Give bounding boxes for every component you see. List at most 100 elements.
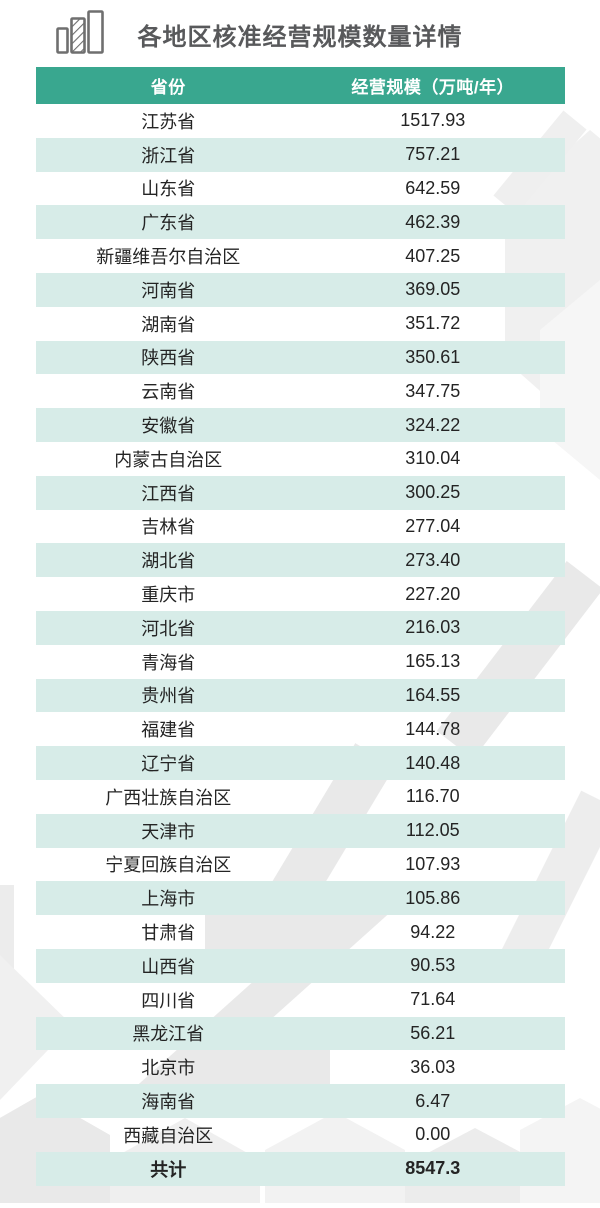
watermark-bar (0, 885, 14, 1080)
table-row: 新疆维吾尔自治区 407.25 (36, 239, 565, 273)
province-cell: 宁夏回族自治区 (105, 855, 232, 876)
value-cell: 6.47 (300, 1084, 565, 1118)
province-cell: 黑龙江省 (36, 1016, 301, 1051)
province-cell: 湖北省 (36, 543, 301, 578)
province-cell: 甘肃省 (141, 923, 196, 944)
province-cell: 福建省 (141, 720, 196, 741)
table-row: 北京市 36.03 (36, 1050, 565, 1084)
province-cell: 广东省 (36, 205, 301, 240)
table-row: 河北省 216.03 (36, 610, 565, 645)
value-cell: 407.25 (405, 245, 461, 266)
table-row: 江苏省 1517.93 (36, 104, 565, 138)
table-header-row: 省份 经营规模（万吨/年） (36, 67, 565, 104)
value-cell: 0.00 (415, 1124, 451, 1145)
value-cell: 112.05 (300, 813, 565, 848)
table-row: 西藏自治区 0.00 (36, 1118, 565, 1152)
province-cell: 河南省 (36, 272, 301, 307)
table-row: 河南省 369.05 (36, 272, 565, 307)
table-row: 广东省 462.39 (36, 205, 565, 240)
table-row: 湖南省 351.72 (36, 307, 565, 341)
value-cell: 351.72 (405, 313, 461, 334)
total-label-cell: 共计 (36, 1151, 301, 1186)
province-cell: 青海省 (141, 652, 196, 673)
table-row: 海南省 6.47 (36, 1084, 565, 1118)
value-cell: 227.20 (405, 583, 461, 604)
table-row: 福建省 144.78 (36, 712, 565, 746)
province-cell: 新疆维吾尔自治区 (96, 247, 241, 268)
value-cell: 71.64 (410, 989, 456, 1010)
province-cell: 吉林省 (141, 517, 196, 538)
table-row: 内蒙古自治区 310.04 (36, 442, 565, 476)
table-row: 四川省 71.64 (36, 983, 565, 1017)
value-cell: 347.75 (405, 380, 461, 401)
table-row: 安徽省 324.22 (36, 408, 565, 442)
column-header-province: 省份 (36, 67, 301, 104)
value-cell: 144.78 (405, 718, 461, 739)
table-row: 重庆市 227.20 (36, 577, 565, 611)
table-row: 山西省 90.53 (36, 948, 565, 983)
total-row: 共计 8547.3 (36, 1151, 565, 1186)
column-header-scale: 经营规模（万吨/年） (300, 67, 565, 104)
province-cell: 陕西省 (36, 340, 301, 375)
value-cell: 90.53 (300, 948, 565, 983)
province-cell: 云南省 (141, 382, 196, 403)
province-cell: 海南省 (36, 1084, 301, 1118)
province-cell: 西藏自治区 (123, 1125, 214, 1146)
value-cell: 216.03 (300, 610, 565, 645)
table-row: 青海省 165.13 (36, 645, 565, 679)
page-title: 各地区核准经营规模数量详情 (137, 24, 463, 51)
value-cell: 36.03 (410, 1056, 456, 1077)
table-row: 云南省 347.75 (36, 374, 565, 408)
value-cell: 462.39 (300, 205, 565, 240)
province-cell: 内蒙古自治区 (114, 449, 223, 470)
province-cell: 湖南省 (141, 314, 196, 335)
value-cell: 107.93 (405, 853, 461, 874)
value-cell: 116.70 (405, 786, 460, 807)
table-row: 江西省 300.25 (36, 475, 565, 510)
table-row: 吉林省 277.04 (36, 510, 565, 544)
value-cell: 310.04 (405, 448, 461, 469)
province-cell: 重庆市 (141, 585, 196, 606)
region-scale-table: 省份 经营规模（万吨/年） 江苏省 1517.93 浙江省 757.21 山东省 642.… (36, 67, 565, 1186)
value-cell: 140.48 (300, 746, 565, 780)
table-row: 浙江省 757.21 (36, 137, 565, 172)
title-bar: 各地区核准经营规模数量详情 (0, 0, 600, 66)
table-row: 宁夏回族自治区 107.93 (36, 848, 565, 882)
table-row: 陕西省 350.61 (36, 340, 565, 375)
value-cell: 165.13 (405, 651, 461, 672)
value-cell: 300.25 (300, 475, 565, 510)
province-cell: 江苏省 (141, 111, 196, 132)
province-cell: 河北省 (36, 610, 301, 645)
value-cell: 324.22 (300, 408, 565, 442)
total-value-cell: 8547.3 (300, 1151, 565, 1186)
value-cell: 642.59 (405, 177, 461, 198)
table-row: 湖北省 273.40 (36, 543, 565, 578)
province-cell: 山东省 (141, 179, 196, 200)
table-row: 甘肃省 94.22 (36, 915, 565, 949)
province-cell: 四川省 (141, 990, 196, 1011)
value-cell: 164.55 (300, 678, 565, 713)
value-cell: 94.22 (410, 921, 456, 942)
table-row: 上海市 105.86 (36, 881, 565, 916)
province-cell: 天津市 (36, 813, 301, 848)
province-cell: 贵州省 (36, 678, 301, 713)
value-cell: 1517.93 (400, 110, 466, 131)
province-cell: 广西壮族自治区 (105, 787, 232, 808)
province-cell: 江西省 (36, 475, 301, 510)
bar-chart-icon (54, 10, 106, 56)
value-cell: 757.21 (300, 137, 565, 172)
province-cell: 山西省 (36, 948, 301, 983)
province-cell: 上海市 (36, 881, 301, 916)
value-cell: 56.21 (300, 1016, 565, 1051)
table-row: 辽宁省 140.48 (36, 746, 565, 780)
value-cell: 350.61 (300, 340, 565, 375)
table-body: 江苏省 1517.93 浙江省 757.21 山东省 642.59 广东省 462.39 新疆维… (36, 104, 565, 1152)
value-cell: 105.86 (300, 881, 565, 916)
value-cell: 277.04 (405, 515, 461, 536)
table-row: 贵州省 164.55 (36, 678, 565, 713)
table-row: 广西壮族自治区 116.70 (36, 780, 565, 814)
value-cell: 369.05 (300, 272, 565, 307)
province-cell: 辽宁省 (36, 746, 301, 780)
province-cell: 安徽省 (36, 408, 301, 442)
table-row: 山东省 642.59 (36, 172, 565, 206)
